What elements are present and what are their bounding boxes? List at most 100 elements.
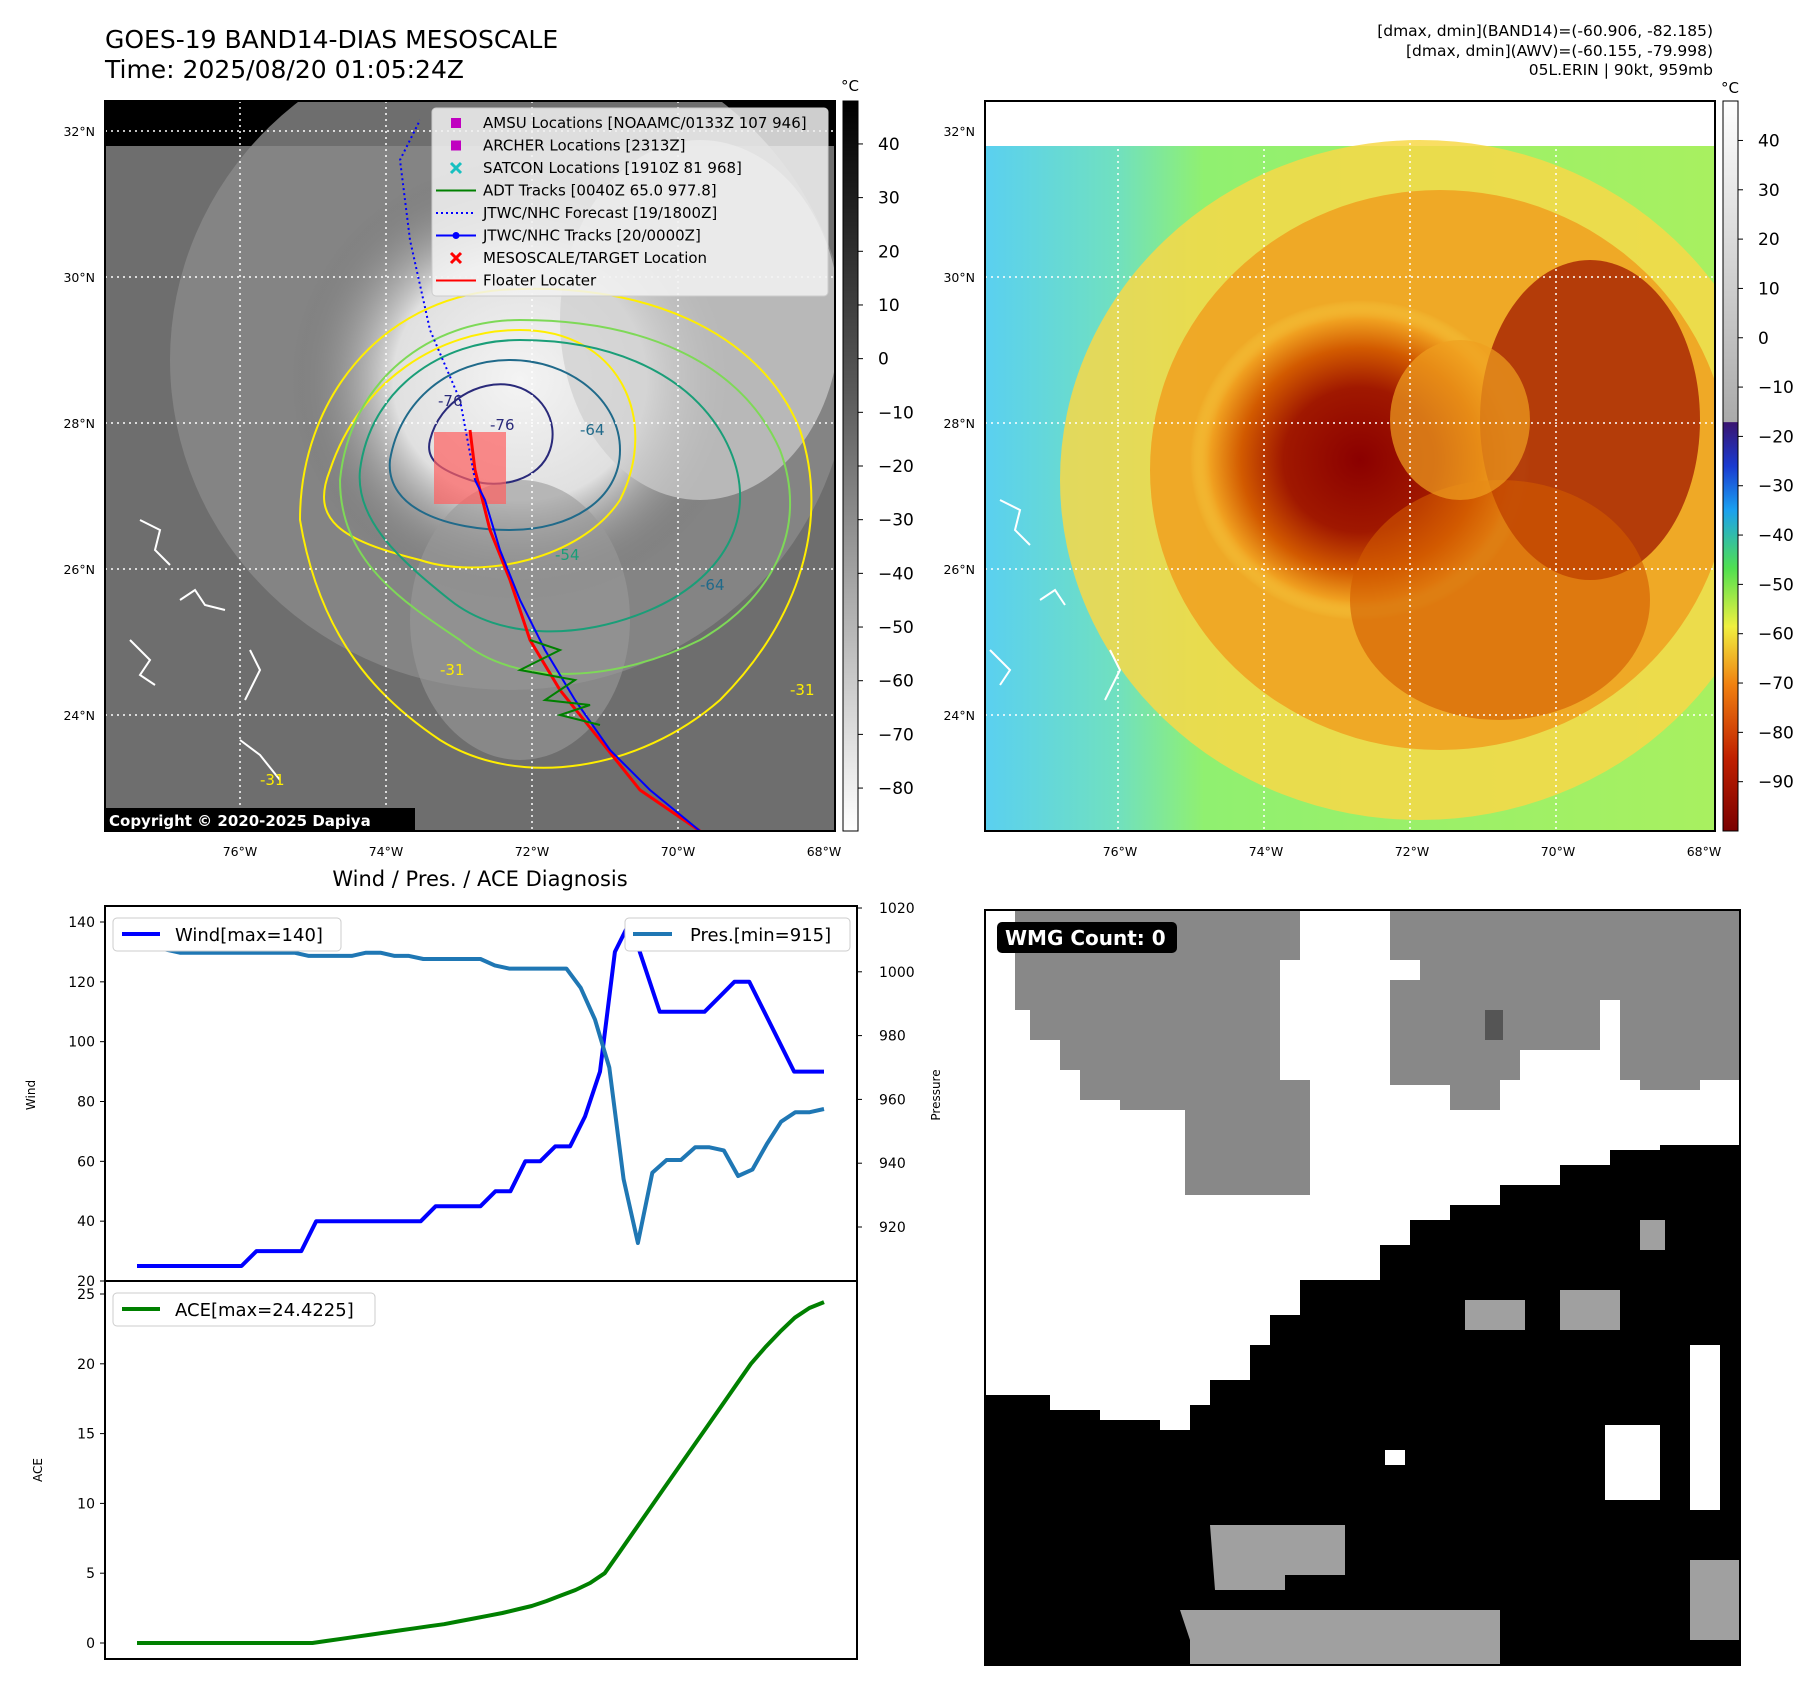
contour-label: -64 (580, 421, 605, 439)
coastlines (129, 519, 281, 781)
ace-ytick-label: 5 (86, 1566, 95, 1582)
wmg-dark-cell (1485, 1010, 1503, 1040)
pres-ytick-label: 1020 (879, 901, 915, 917)
legend-entry: SATCON Locations [1910Z 81 968] (449, 159, 742, 177)
contour-teal (388, 358, 622, 532)
legend-marker (449, 251, 463, 265)
ir-map-lon-label: 74°W (369, 844, 404, 859)
wind-ytick-label: 140 (68, 915, 95, 931)
copyright-text: Copyright © 2020-2025 Dapiya (109, 812, 371, 830)
wind-ytick-label: 80 (77, 1095, 95, 1111)
ir-colorbar-tick-label: 30 (878, 189, 900, 209)
ace-legend: ACE[max=24.4225] (112, 1292, 376, 1327)
awv-map-lat-label: 28°N (943, 416, 975, 431)
wind-ytick-label: 40 (77, 1214, 95, 1230)
pressure-series-line (137, 937, 825, 1245)
wmg-white-holes (1385, 1345, 1720, 1510)
awv-map-lon-label: 70°W (1541, 844, 1576, 859)
wmg-gray-region-1 (1015, 910, 1310, 1195)
info-line-1: [dmax, dmin](BAND14)=(-60.906, -82.185) (1377, 22, 1713, 40)
awv-colorbar-tick-label: 10 (1758, 279, 1780, 299)
contour-label: -31 (790, 681, 815, 699)
awv-map-lon-label: 68°W (1687, 844, 1722, 859)
legend-label: MESOSCALE/TARGET Location (483, 249, 707, 267)
ir-colorbar-tick-label: −10 (878, 403, 914, 423)
ir-map-lat-label: 26°N (63, 562, 95, 577)
pres-ytick-label: 980 (879, 1029, 906, 1045)
page-title: GOES-19 BAND14-DIAS MESOSCALE Time: 2025… (105, 25, 558, 85)
wind-legend-label: Wind[max=140] (175, 925, 323, 946)
mesoscale-box (434, 432, 506, 504)
ir-colorbar-tick-label: −50 (878, 618, 914, 638)
ace-ytick-label: 15 (77, 1427, 95, 1443)
awv-map-lon-label: 76°W (1103, 844, 1138, 859)
awv-no-data-strip (985, 101, 1715, 146)
legend-entry: JTWC/NHC Tracks [20/0000Z] (436, 227, 701, 245)
legend-marker (451, 140, 461, 151)
title-line-2: Time: 2025/08/20 01:05:24Z (105, 55, 464, 84)
ace-legend-box (112, 1292, 376, 1327)
map-legend: AMSU Locations [NOAAMC/0133Z 107 946] ARC… (431, 107, 829, 297)
awv-colorbar-tick-label: −50 (1758, 575, 1794, 595)
legend-label: AMSU Locations [NOAAMC/0133Z 107 946] (483, 114, 807, 132)
wmg-gray-region-2 (1390, 910, 1740, 1110)
awv-colorbar-tick-label: 40 (1758, 131, 1780, 151)
awv-colorbar-tick-label: −30 (1758, 477, 1794, 497)
ir-colorbar-tick-label: −60 (878, 672, 914, 692)
contour-label: -76 (438, 392, 463, 410)
awv-moat (1390, 340, 1530, 500)
awv-map-frame (984, 100, 1716, 832)
wmg-count-badge (997, 922, 1177, 953)
legend-label: JTWC/NHC Forecast [19/1800Z] (482, 204, 717, 222)
ace-ytick-label: 20 (77, 1357, 95, 1373)
ace-legend-label: ACE[max=24.4225] (175, 1300, 354, 1321)
legend-entry: ADT Tracks [0040Z 65.0 977.8] (436, 182, 717, 200)
wmg-black-region (985, 1145, 1740, 1665)
ace-ytick-label: 10 (77, 1496, 95, 1512)
awv-map-lat-label: 24°N (943, 708, 975, 723)
awv-map-lon-label: 72°W (1395, 844, 1430, 859)
contour-label-group: -76 -76 -64 -64 -54 -31 -31 -31 (260, 392, 815, 789)
wind-ytick-label: 120 (68, 975, 95, 991)
pres-ytick-label: 1000 (879, 965, 915, 981)
wmg-count-label: WMG Count: 0 (1005, 926, 1166, 950)
ace-ytick-label: 25 (77, 1287, 95, 1303)
ir-colorbar (842, 100, 859, 832)
wind-axis-label: Wind (24, 1080, 38, 1110)
legend-entry: ARCHER Locations [2313Z] (451, 137, 686, 155)
ir-colorbar-tick-label: −30 (878, 511, 914, 531)
awv-gridlines (985, 101, 1715, 831)
ir-map-frame (104, 100, 836, 832)
ir-map-lat-label: 24°N (63, 708, 95, 723)
awv-colorbar-tick-label: −80 (1758, 723, 1794, 743)
pres-ytick-label: 940 (879, 1156, 906, 1172)
wmg-frame (984, 909, 1741, 1666)
diagnosis-title: Wind / Pres. / ACE Diagnosis (332, 867, 627, 891)
ir-map-lon-label: 70°W (661, 844, 696, 859)
contour-label: -54 (555, 546, 580, 564)
wind-series-line (137, 920, 824, 1268)
ir-colorbar-tick-label: −80 (878, 779, 914, 799)
info-line-3: 05L.ERIN | 90kt, 959mb (1528, 61, 1713, 79)
legend-label: JTWC/NHC Tracks [20/0000Z] (482, 227, 701, 245)
legend-label: ADT Tracks [0040Z 65.0 977.8] (483, 182, 717, 200)
ir-map-lat-label: 28°N (63, 416, 95, 431)
legend-label: SATCON Locations [1910Z 81 968] (483, 159, 742, 177)
awv-map-lat-label: 32°N (943, 124, 975, 139)
ace-axis-label: ACE (31, 1458, 45, 1482)
wind-ytick-label: 20 (77, 1274, 95, 1290)
adt-track (516, 639, 601, 726)
ace-ytick-label: 0 (86, 1636, 95, 1652)
legend-entry: Floater Locater (436, 272, 597, 290)
legend-entry: JTWC/NHC Forecast [19/1800Z] (436, 204, 717, 222)
legend-marker-dot (452, 232, 460, 239)
ace-axes (104, 1280, 858, 1660)
contour-label: -76 (490, 416, 515, 434)
legend-marker (449, 161, 463, 175)
wind-legend: Wind[max=140] (112, 917, 342, 952)
contour-green (358, 338, 741, 633)
contour-yellow (323, 328, 637, 569)
storm-info: [dmax, dmin](BAND14)=(-60.906, -82.185) … (1377, 22, 1713, 81)
wmg-light-gray-patch (1465, 1220, 1665, 1330)
